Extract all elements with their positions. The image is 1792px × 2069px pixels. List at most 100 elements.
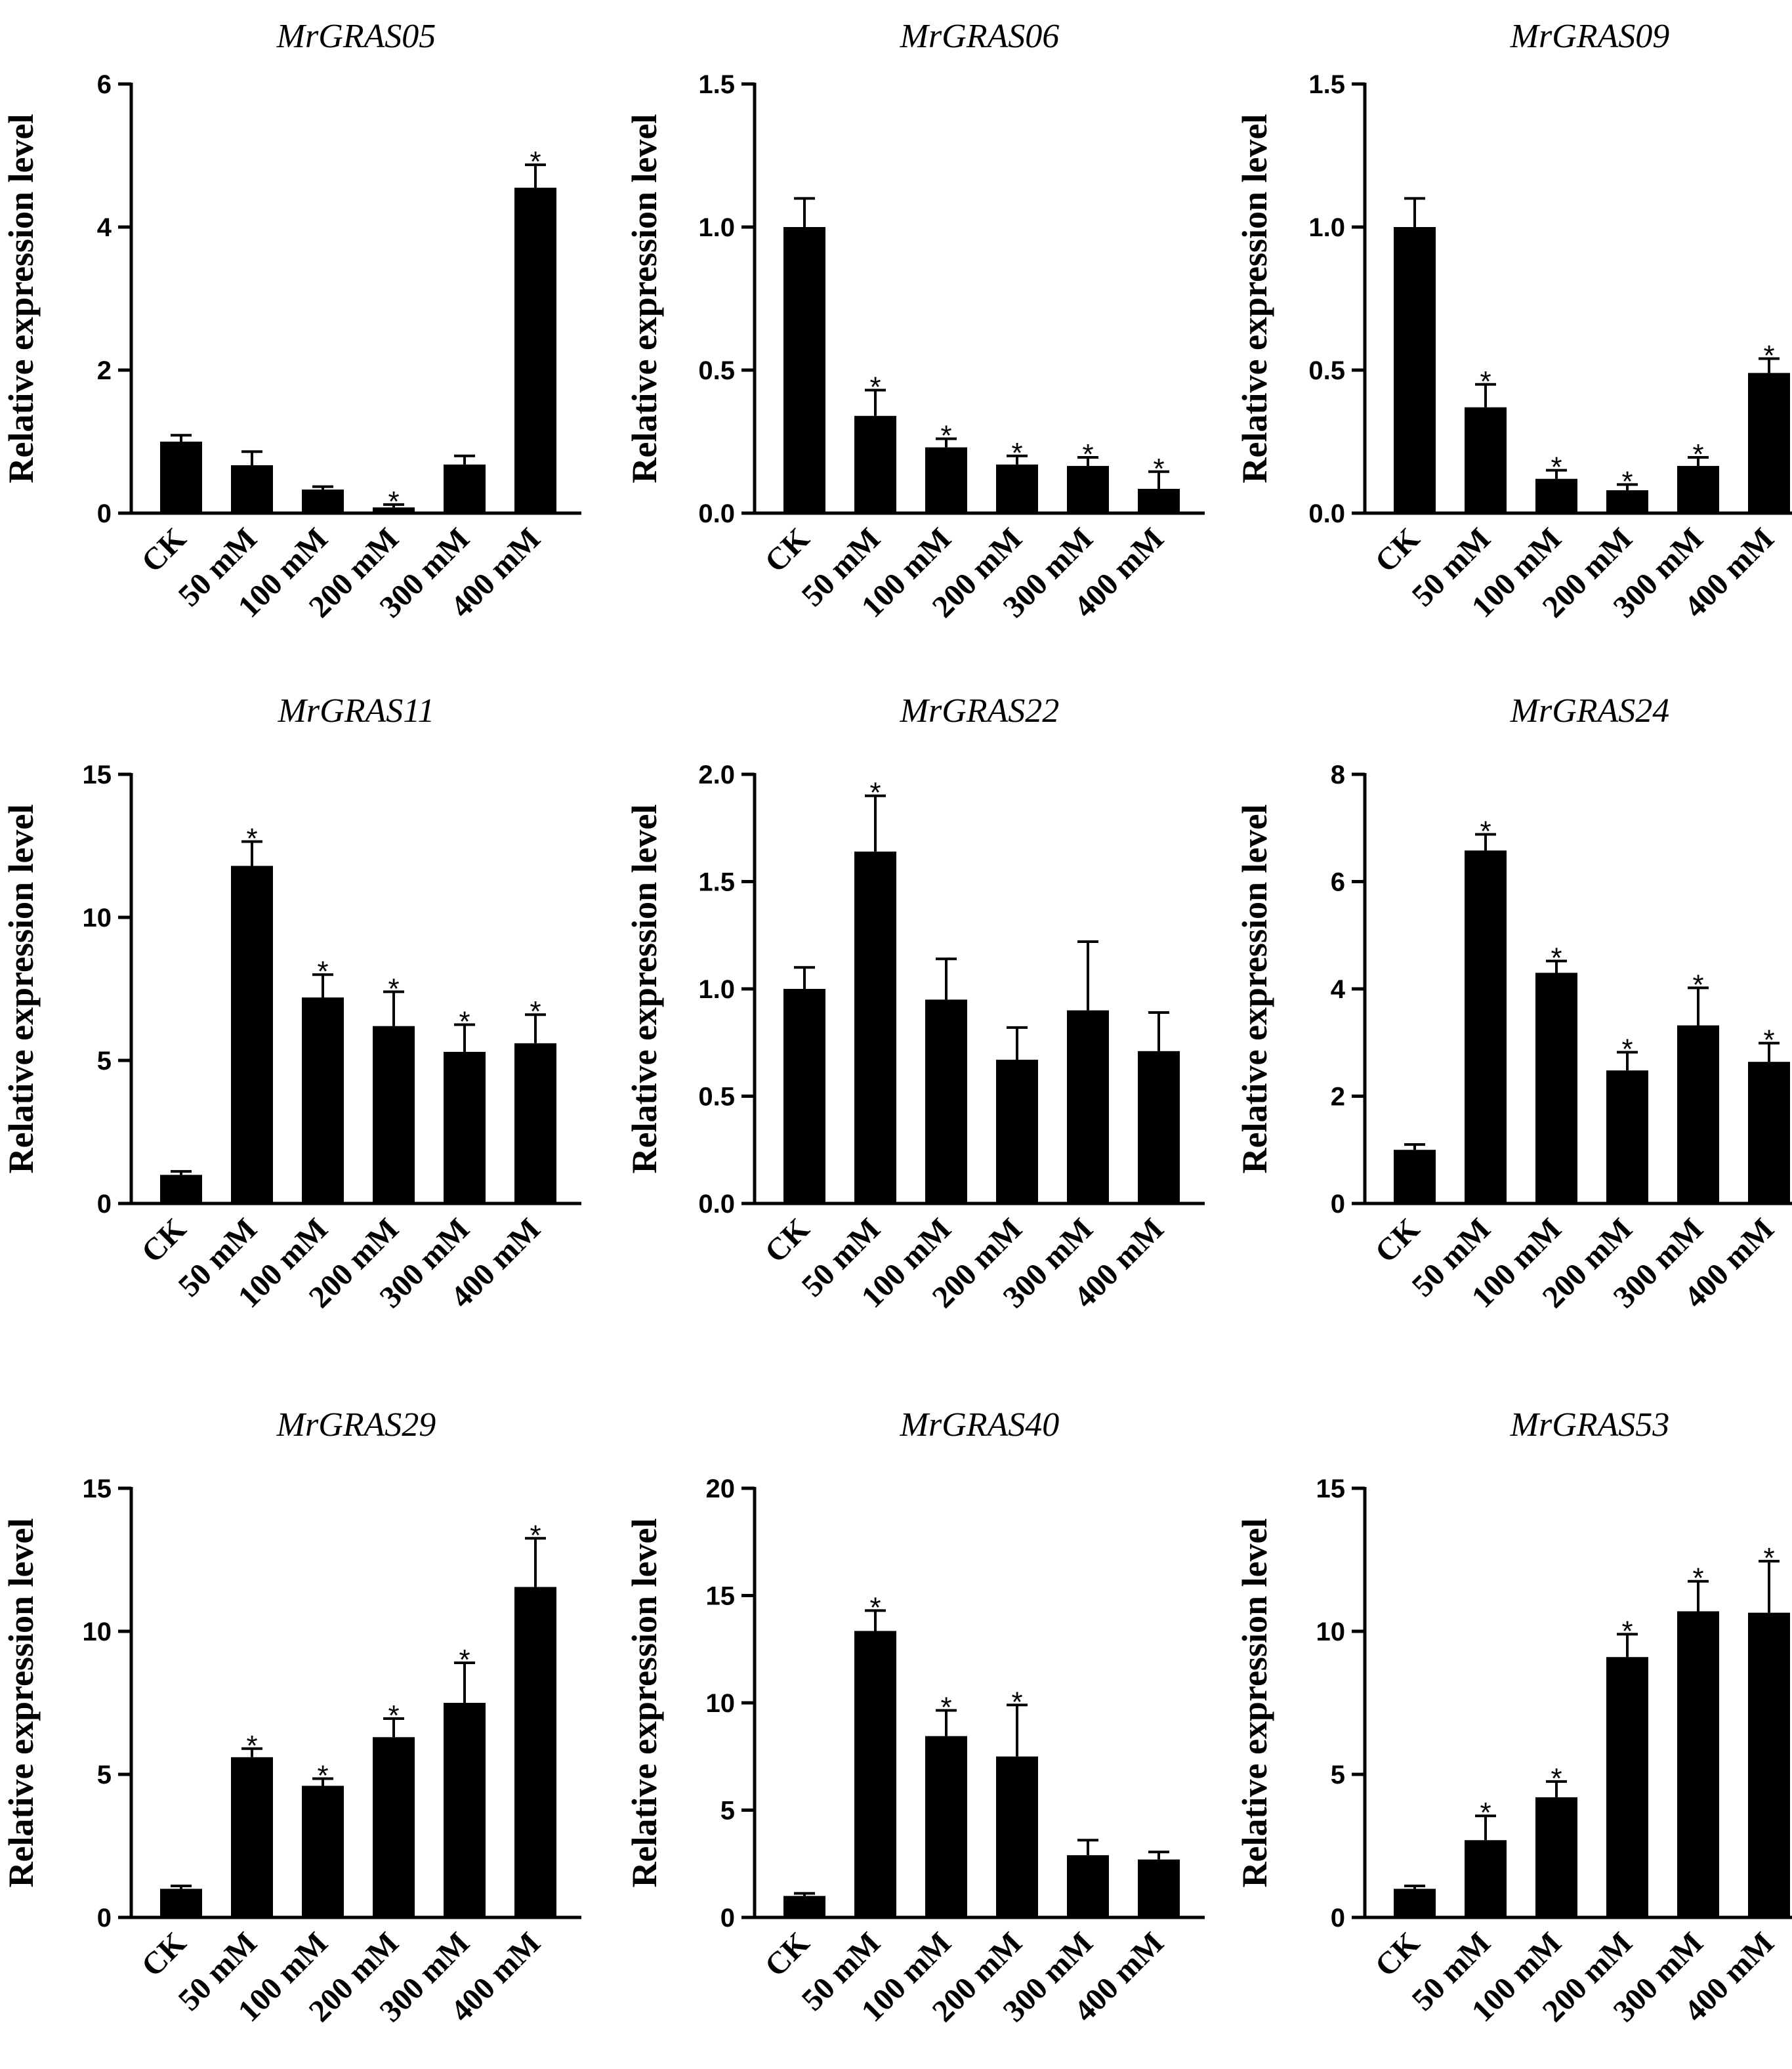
bar-mrgras53-2 — [1535, 1797, 1577, 1917]
bar-mrgras11-5 — [514, 1043, 556, 1203]
bar-mrgras22-5 — [1138, 1051, 1180, 1203]
significance-star: * — [1551, 942, 1562, 974]
y-tick-label: 15 — [83, 1474, 112, 1503]
y-tick-label: 0 — [97, 1190, 112, 1219]
y-tick-label: 15 — [83, 761, 112, 789]
x-tick-label: CK — [1368, 1925, 1426, 1983]
y-axis-label: Relative expression level — [625, 1518, 664, 1888]
bar-mrgras05-0 — [160, 442, 202, 513]
bar-mrgras53-4 — [1677, 1611, 1719, 1917]
bar-mrgras24-5 — [1748, 1062, 1790, 1203]
significance-star: * — [388, 972, 399, 1005]
y-axis-label: Relative expression level — [1, 114, 41, 484]
bar-mrgras06-1 — [854, 415, 896, 513]
significance-star: * — [1011, 437, 1022, 469]
x-tick-label: CK — [1368, 521, 1426, 579]
panel-mrgras11: MrGRAS11 Relative expression level 0 5 10 15 C… — [1, 692, 581, 1314]
bar-mrgras11-0 — [160, 1175, 202, 1203]
bar-mrgras06-0 — [783, 227, 825, 513]
y-tick-label: 0 — [720, 1904, 735, 1933]
y-tick-label: 1.5 — [698, 868, 735, 897]
y-tick-label: 5 — [97, 1047, 112, 1076]
significance-star: * — [388, 486, 399, 518]
bar-mrgras29-2 — [302, 1786, 344, 1917]
significance-star: * — [317, 955, 328, 988]
significance-star: * — [246, 822, 257, 854]
panel-title: MrGRAS05 — [276, 18, 436, 55]
y-tick-label: 6 — [97, 70, 112, 99]
y-tick-label: 0.0 — [698, 1190, 735, 1219]
bar-mrgras06-3 — [996, 464, 1038, 513]
panel-title: MrGRAS11 — [278, 692, 435, 730]
bar-mrgras22-1 — [854, 851, 896, 1203]
bar-mrgras22-3 — [996, 1059, 1038, 1203]
bar-mrgras11-3 — [373, 1026, 415, 1203]
y-tick-label: 15 — [706, 1582, 736, 1611]
y-tick-label: 2 — [1331, 1083, 1345, 1112]
y-tick-label: 10 — [83, 904, 112, 932]
y-tick-label: 0 — [1331, 1190, 1345, 1219]
bar-mrgras06-4 — [1067, 466, 1109, 513]
y-tick-label: 4 — [1331, 975, 1346, 1004]
y-tick-label: 0 — [1331, 1904, 1345, 1933]
y-axis-label: Relative expression level — [1235, 114, 1274, 484]
bar-mrgras22-0 — [783, 989, 825, 1203]
bar-mrgras05-3 — [373, 507, 415, 513]
significance-star: * — [1763, 1542, 1774, 1574]
bar-mrgras40-4 — [1067, 1855, 1109, 1917]
bar-mrgras40-2 — [925, 1736, 967, 1917]
panel-title: MrGRAS53 — [1510, 1406, 1670, 1444]
significance-star: * — [1621, 465, 1633, 497]
significance-star: * — [459, 1006, 470, 1038]
bar-mrgras11-2 — [302, 997, 344, 1203]
significance-star: * — [1082, 438, 1093, 470]
y-tick-label: 0.5 — [698, 356, 735, 385]
significance-star: * — [1011, 1686, 1022, 1718]
y-axis-label: Relative expression level — [1235, 1518, 1274, 1888]
y-tick-label: 4 — [97, 213, 112, 242]
y-tick-label: 2 — [97, 356, 112, 385]
y-tick-label: 2.0 — [698, 761, 735, 789]
x-tick-label: CK — [1368, 1211, 1426, 1269]
y-tick-label: 5 — [97, 1761, 112, 1789]
bar-mrgras05-1 — [231, 465, 273, 513]
y-axis-label: Relative expression level — [625, 805, 664, 1174]
y-tick-label: 10 — [1316, 1618, 1346, 1646]
significance-star: * — [940, 1691, 951, 1723]
significance-star: * — [869, 371, 881, 404]
y-tick-label: 1.5 — [698, 70, 735, 99]
bar-mrgras40-5 — [1138, 1859, 1180, 1917]
bar-mrgras29-3 — [373, 1737, 415, 1917]
bar-mrgras24-2 — [1535, 972, 1577, 1203]
significance-star: * — [1692, 438, 1703, 470]
y-axis-label: Relative expression level — [1235, 805, 1274, 1174]
bar-mrgras06-5 — [1138, 488, 1180, 513]
bar-mrgras22-4 — [1067, 1010, 1109, 1203]
bar-mrgras06-2 — [925, 447, 967, 513]
panel-title: MrGRAS40 — [900, 1406, 1060, 1444]
significance-star: * — [869, 777, 881, 809]
bar-mrgras09-1 — [1465, 407, 1507, 513]
panel-mrgras09: MrGRAS09 Relative expression level 0.0 0.5 1… — [1235, 18, 1792, 624]
bar-mrgras05-2 — [302, 490, 344, 513]
y-tick-label: 0.5 — [698, 1083, 735, 1112]
bar-mrgras09-5 — [1748, 373, 1790, 513]
panel-mrgras24: MrGRAS24 Relative expression level 0 2 4 6 8 CK… — [1235, 692, 1792, 1314]
bar-mrgras29-1 — [231, 1757, 273, 1917]
x-tick-label: CK — [135, 1211, 192, 1269]
panel-mrgras53: MrGRAS53 Relative expression level 0 5 10 15 C… — [1235, 1406, 1792, 2028]
bar-mrgras24-0 — [1394, 1150, 1436, 1203]
bar-mrgras29-5 — [514, 1587, 556, 1917]
y-tick-label: 0.0 — [698, 499, 735, 528]
y-tick-label: 15 — [1316, 1474, 1346, 1503]
significance-star: * — [869, 1591, 881, 1623]
significance-star: * — [1480, 366, 1491, 398]
y-tick-label: 0 — [97, 499, 112, 528]
significance-star: * — [1621, 1615, 1633, 1647]
bar-mrgras53-3 — [1606, 1657, 1648, 1917]
y-tick-label: 0.5 — [1308, 356, 1345, 385]
significance-star: * — [1692, 1562, 1703, 1595]
panel-mrgras22: MrGRAS22 Relative expression level 0.0 0.5 1… — [625, 692, 1205, 1314]
